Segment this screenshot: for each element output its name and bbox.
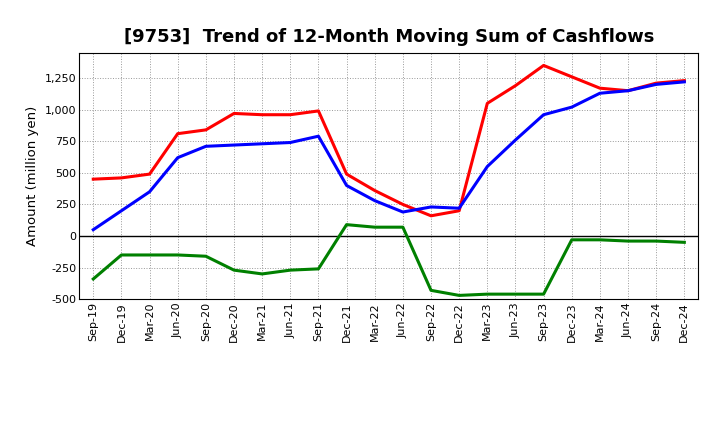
Free Cashflow xyxy=(145,189,154,194)
Free Cashflow xyxy=(89,227,98,232)
Investing Cashflow xyxy=(652,238,660,244)
Operating Cashflow xyxy=(230,111,238,116)
Investing Cashflow xyxy=(595,237,604,242)
Free Cashflow xyxy=(399,209,408,215)
Operating Cashflow xyxy=(117,175,126,180)
Free Cashflow xyxy=(680,79,688,84)
Investing Cashflow xyxy=(455,293,464,298)
Operating Cashflow xyxy=(455,208,464,213)
Free Cashflow xyxy=(652,82,660,87)
Investing Cashflow xyxy=(370,224,379,230)
Investing Cashflow xyxy=(511,292,520,297)
Operating Cashflow xyxy=(174,131,182,136)
Free Cashflow xyxy=(427,204,436,209)
Free Cashflow xyxy=(567,104,576,110)
Investing Cashflow xyxy=(258,271,266,277)
Free Cashflow xyxy=(258,141,266,147)
Free Cashflow xyxy=(314,134,323,139)
Operating Cashflow xyxy=(286,112,294,117)
Investing Cashflow xyxy=(539,292,548,297)
Operating Cashflow xyxy=(511,83,520,88)
Investing Cashflow xyxy=(567,237,576,242)
Investing Cashflow xyxy=(230,268,238,273)
Investing Cashflow xyxy=(174,252,182,257)
Free Cashflow xyxy=(624,88,632,93)
Operating Cashflow xyxy=(399,202,408,207)
Free Cashflow xyxy=(370,198,379,203)
Line: Investing Cashflow: Investing Cashflow xyxy=(94,225,684,295)
Free Cashflow xyxy=(483,164,492,169)
Title: [9753]  Trend of 12-Month Moving Sum of Cashflows: [9753] Trend of 12-Month Moving Sum of C… xyxy=(124,28,654,46)
Investing Cashflow xyxy=(145,252,154,257)
Free Cashflow xyxy=(539,112,548,117)
Operating Cashflow xyxy=(258,112,266,117)
Operating Cashflow xyxy=(483,101,492,106)
Free Cashflow xyxy=(202,144,210,149)
Free Cashflow xyxy=(455,205,464,211)
Investing Cashflow xyxy=(202,253,210,259)
Operating Cashflow xyxy=(427,213,436,218)
Investing Cashflow xyxy=(117,252,126,257)
Operating Cashflow xyxy=(652,81,660,86)
Investing Cashflow xyxy=(680,240,688,245)
Investing Cashflow xyxy=(483,292,492,297)
Operating Cashflow xyxy=(342,172,351,177)
Investing Cashflow xyxy=(314,266,323,271)
Operating Cashflow xyxy=(539,63,548,68)
Free Cashflow xyxy=(511,137,520,143)
Investing Cashflow xyxy=(427,288,436,293)
Operating Cashflow xyxy=(145,172,154,177)
Investing Cashflow xyxy=(624,238,632,244)
Free Cashflow xyxy=(342,183,351,188)
Free Cashflow xyxy=(230,143,238,148)
Operating Cashflow xyxy=(89,176,98,182)
Investing Cashflow xyxy=(342,222,351,227)
Free Cashflow xyxy=(595,91,604,96)
Operating Cashflow xyxy=(202,127,210,132)
Line: Operating Cashflow: Operating Cashflow xyxy=(94,66,684,216)
Operating Cashflow xyxy=(370,188,379,193)
Operating Cashflow xyxy=(680,78,688,83)
Free Cashflow xyxy=(174,155,182,160)
Investing Cashflow xyxy=(399,224,408,230)
Free Cashflow xyxy=(117,208,126,213)
Operating Cashflow xyxy=(624,88,632,93)
Y-axis label: Amount (million yen): Amount (million yen) xyxy=(26,106,40,246)
Line: Free Cashflow: Free Cashflow xyxy=(94,82,684,230)
Operating Cashflow xyxy=(567,74,576,80)
Investing Cashflow xyxy=(89,276,98,282)
Free Cashflow xyxy=(286,140,294,145)
Operating Cashflow xyxy=(314,108,323,114)
Operating Cashflow xyxy=(595,85,604,91)
Investing Cashflow xyxy=(286,268,294,273)
